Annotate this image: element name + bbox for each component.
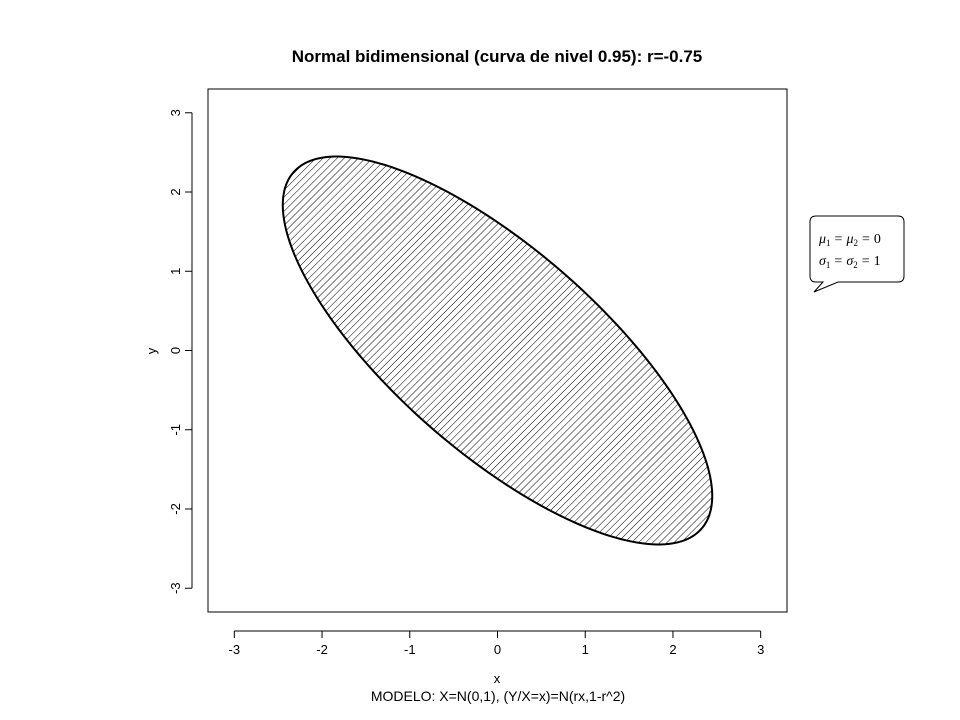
plot-area (207, 88, 788, 613)
sigma-eq-1: = (834, 254, 842, 269)
sigma-sub-1: 1 (826, 260, 831, 270)
x-axis-label: x (494, 671, 501, 686)
x-tick-label: -2 (316, 642, 328, 657)
mu-eq-1: = (835, 232, 843, 247)
x-tick-label: -1 (404, 642, 416, 657)
contour-ellipse (281, 155, 714, 546)
x-tick-label: 3 (757, 642, 764, 657)
callout-bubble (809, 215, 905, 293)
sigma-symbol-2: σ (846, 254, 854, 269)
sigma-sub-2: 2 (853, 260, 858, 270)
x-tick-label: 0 (494, 642, 501, 657)
x-tick-label: 1 (582, 642, 589, 657)
x-tick-label: 2 (669, 642, 676, 657)
mu-sub-2: 2 (853, 238, 858, 248)
x-tick-label: -3 (229, 642, 241, 657)
callout-sigma-line: σ1 = σ2 = 1 (819, 254, 881, 270)
y-tick-label: -2 (168, 503, 183, 515)
mu-symbol-2: μ (845, 232, 853, 247)
y-tick-label: 1 (168, 268, 183, 275)
y-tick-label: 2 (168, 188, 183, 195)
callout-mu-line: μ1 = μ2 = 0 (818, 232, 881, 248)
sigma-symbol: σ (819, 254, 827, 269)
mu-value: 0 (874, 232, 881, 247)
parameter-callout: μ1 = μ2 = 0 σ1 = σ2 = 1 (809, 215, 905, 293)
sigma-eq-2: = (862, 254, 870, 269)
mu-symbol: μ (818, 232, 826, 247)
mu-eq-2: = (862, 232, 870, 247)
y-axis: -3 -2 -1 0 1 2 3 (168, 109, 193, 594)
chart-title: Normal bidimensional (curva de nivel 0.9… (292, 47, 703, 66)
y-axis-label: y (144, 347, 159, 354)
y-tick-label: -3 (168, 582, 183, 594)
mu-sub-1: 1 (826, 238, 831, 248)
model-subtitle: MODELO: X=N(0,1), (Y/X=x)=N(rx,1-r^2) (371, 688, 625, 704)
y-tick-label: 0 (168, 347, 183, 354)
sigma-value: 1 (874, 254, 881, 269)
y-tick-label: -1 (168, 424, 183, 436)
x-axis: -3 -2 -1 0 1 2 3 (229, 630, 764, 657)
y-tick-label: 3 (168, 109, 183, 116)
